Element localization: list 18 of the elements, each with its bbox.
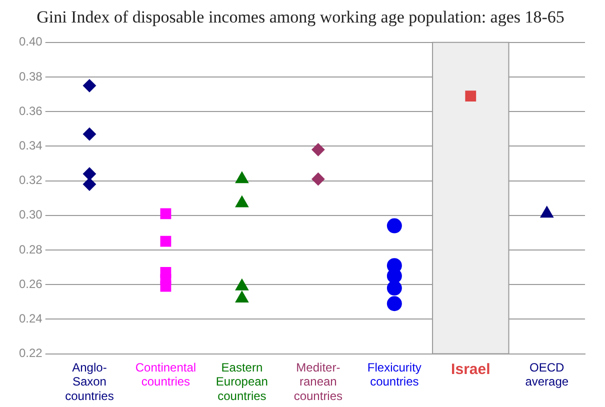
y-tick-label: 0.22 (18, 346, 43, 360)
y-tick-label: 0.34 (18, 138, 43, 153)
y-tick-label: 0.36 (18, 104, 43, 118)
y-tick-label: 0.28 (18, 242, 43, 256)
x-tick-label: Flexicurity countries (367, 360, 422, 389)
y-tick-label: 0.32 (18, 173, 43, 188)
x-tick-label: Continental countries (135, 360, 196, 389)
y-tick-label: 0.30 (18, 208, 43, 222)
y-tick-label: 0.24 (18, 312, 43, 326)
chart-title: Gini Index of disposable incomes among working age population: ages 18-65 (36, 8, 564, 27)
x-tick-label: Anglo- Saxon countries (65, 360, 114, 404)
x-tick-label: Eastern European countries (216, 360, 268, 404)
y-tick-label: 0.26 (18, 276, 43, 291)
y-tick-label: 0.38 (18, 69, 43, 84)
y-tick-label: 0.40 (18, 34, 43, 49)
x-tick-label: Israel (451, 360, 490, 378)
x-tick-label: OECD average (525, 360, 569, 389)
x-tick-label: Mediter- ranean countries (294, 360, 343, 404)
